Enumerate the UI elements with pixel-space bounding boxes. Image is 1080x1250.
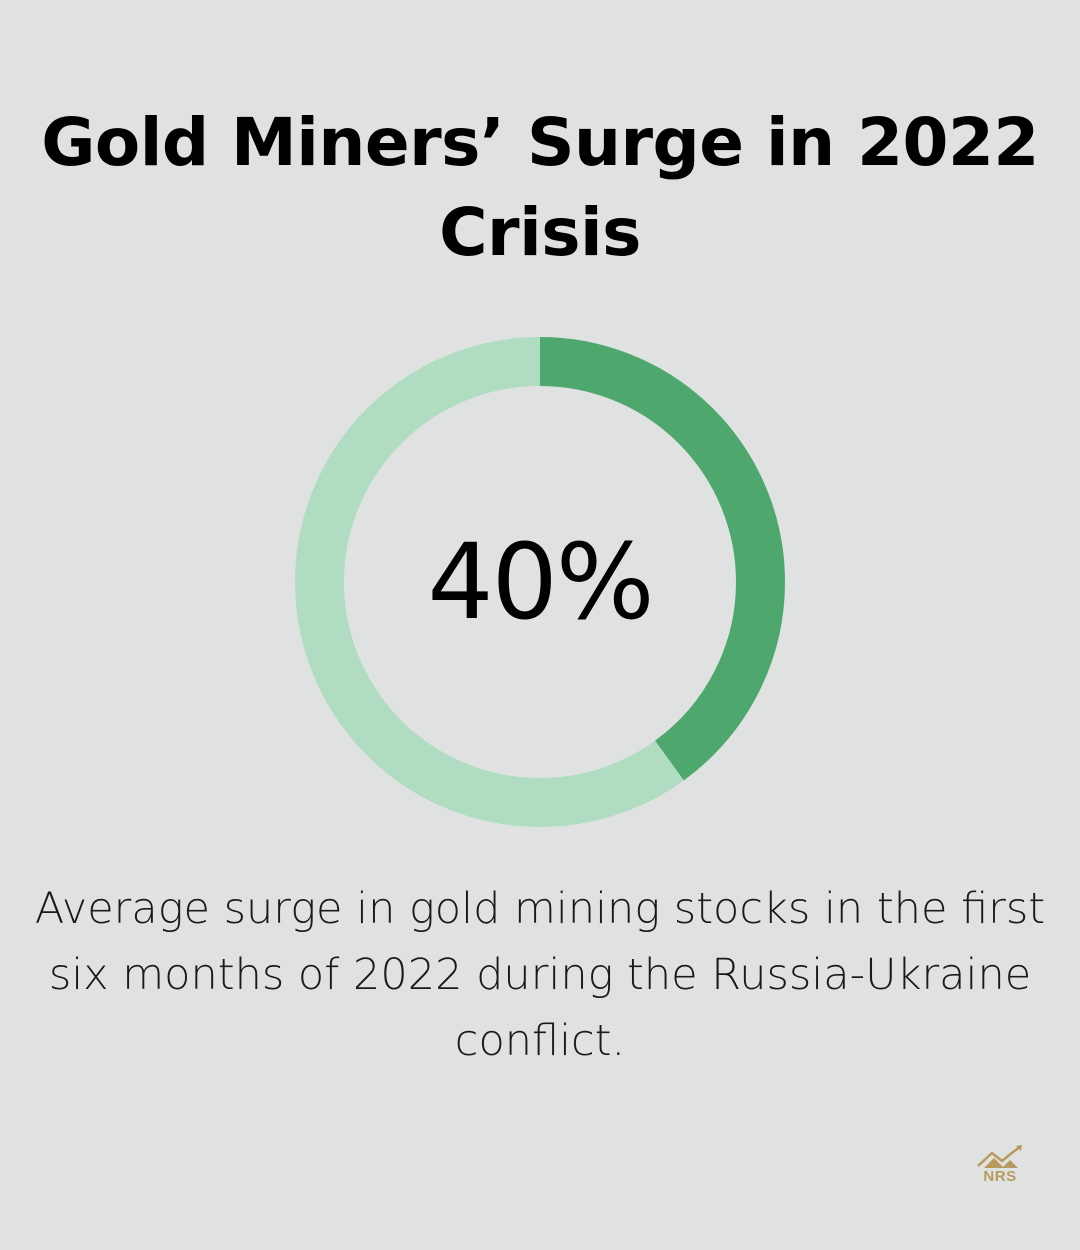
house-chart-arrow-icon — [977, 1145, 1022, 1168]
donut-svg — [295, 337, 785, 827]
center-value: 40% — [427, 521, 654, 643]
logo-text: NRS — [983, 1168, 1017, 1185]
chart-title: Gold Miners’ Surge in 2022 Crisis — [41, 104, 1039, 271]
donut-chart: 40% — [290, 332, 790, 832]
donut-arc-filled — [295, 337, 785, 827]
chart-caption: Average surge in gold mining stocks in t… — [34, 884, 1046, 1066]
brand-logo: NRS — [972, 1144, 1028, 1190]
